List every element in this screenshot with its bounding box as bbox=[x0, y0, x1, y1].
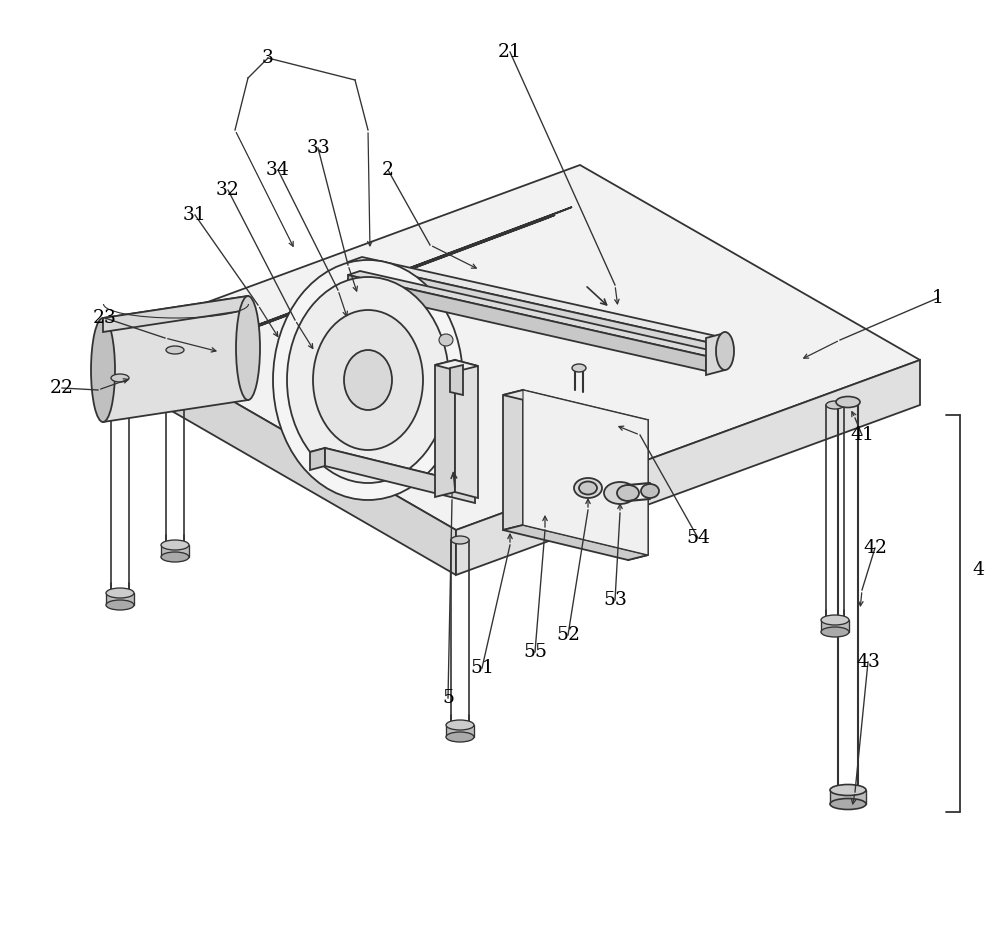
Ellipse shape bbox=[830, 798, 866, 810]
Ellipse shape bbox=[313, 310, 423, 450]
Polygon shape bbox=[325, 448, 475, 503]
Ellipse shape bbox=[451, 536, 469, 544]
Text: 54: 54 bbox=[686, 529, 710, 547]
Text: 33: 33 bbox=[306, 139, 330, 157]
Ellipse shape bbox=[111, 374, 129, 382]
Ellipse shape bbox=[446, 720, 474, 730]
Polygon shape bbox=[348, 271, 718, 356]
Polygon shape bbox=[446, 725, 474, 737]
Ellipse shape bbox=[579, 482, 597, 495]
Ellipse shape bbox=[604, 482, 636, 504]
Ellipse shape bbox=[641, 484, 659, 498]
Polygon shape bbox=[628, 420, 648, 560]
Text: 3: 3 bbox=[262, 49, 274, 67]
Polygon shape bbox=[120, 374, 130, 390]
Polygon shape bbox=[348, 275, 706, 371]
Text: 1: 1 bbox=[932, 289, 944, 307]
Text: 34: 34 bbox=[266, 161, 290, 179]
Ellipse shape bbox=[446, 732, 474, 742]
Ellipse shape bbox=[106, 588, 134, 598]
Polygon shape bbox=[310, 448, 475, 489]
Ellipse shape bbox=[830, 784, 866, 796]
Polygon shape bbox=[435, 360, 478, 371]
Ellipse shape bbox=[572, 364, 586, 372]
Text: 41: 41 bbox=[850, 426, 874, 444]
Polygon shape bbox=[830, 790, 866, 804]
Ellipse shape bbox=[91, 318, 115, 422]
Ellipse shape bbox=[287, 277, 449, 483]
Polygon shape bbox=[503, 390, 648, 425]
Text: 22: 22 bbox=[50, 379, 74, 397]
Ellipse shape bbox=[273, 260, 463, 500]
Ellipse shape bbox=[439, 334, 453, 346]
Polygon shape bbox=[348, 262, 711, 366]
Ellipse shape bbox=[821, 615, 849, 625]
Polygon shape bbox=[310, 448, 325, 470]
Polygon shape bbox=[138, 207, 572, 370]
Ellipse shape bbox=[344, 350, 392, 410]
Polygon shape bbox=[138, 366, 148, 382]
Text: 51: 51 bbox=[470, 659, 494, 677]
Ellipse shape bbox=[617, 485, 639, 501]
Ellipse shape bbox=[716, 332, 734, 370]
Polygon shape bbox=[118, 165, 920, 530]
Polygon shape bbox=[821, 620, 849, 632]
Polygon shape bbox=[120, 215, 555, 378]
Ellipse shape bbox=[574, 478, 602, 498]
Ellipse shape bbox=[836, 396, 860, 408]
Text: 42: 42 bbox=[863, 539, 887, 557]
Text: 52: 52 bbox=[556, 626, 580, 644]
Ellipse shape bbox=[161, 552, 189, 562]
Text: 2: 2 bbox=[382, 161, 394, 179]
Polygon shape bbox=[435, 360, 455, 497]
Polygon shape bbox=[455, 360, 478, 498]
Ellipse shape bbox=[166, 346, 184, 354]
Polygon shape bbox=[523, 390, 648, 555]
Text: 31: 31 bbox=[183, 206, 207, 224]
Text: 55: 55 bbox=[523, 643, 547, 661]
Polygon shape bbox=[118, 335, 456, 575]
Polygon shape bbox=[450, 365, 463, 395]
Polygon shape bbox=[706, 333, 725, 375]
Text: 4: 4 bbox=[972, 561, 984, 579]
Ellipse shape bbox=[236, 296, 260, 400]
Polygon shape bbox=[456, 360, 920, 575]
Polygon shape bbox=[103, 296, 248, 422]
Ellipse shape bbox=[821, 627, 849, 637]
Text: 43: 43 bbox=[856, 653, 880, 671]
Text: 53: 53 bbox=[603, 591, 627, 609]
Polygon shape bbox=[106, 593, 134, 605]
Text: 32: 32 bbox=[216, 181, 240, 199]
Polygon shape bbox=[503, 525, 648, 560]
Ellipse shape bbox=[826, 401, 844, 409]
Text: 23: 23 bbox=[93, 309, 117, 327]
Text: 21: 21 bbox=[498, 43, 522, 61]
Polygon shape bbox=[161, 545, 189, 557]
Text: 5: 5 bbox=[442, 689, 454, 707]
Ellipse shape bbox=[161, 540, 189, 550]
Polygon shape bbox=[103, 296, 248, 332]
Ellipse shape bbox=[106, 600, 134, 610]
Polygon shape bbox=[348, 257, 725, 343]
Polygon shape bbox=[503, 390, 523, 530]
